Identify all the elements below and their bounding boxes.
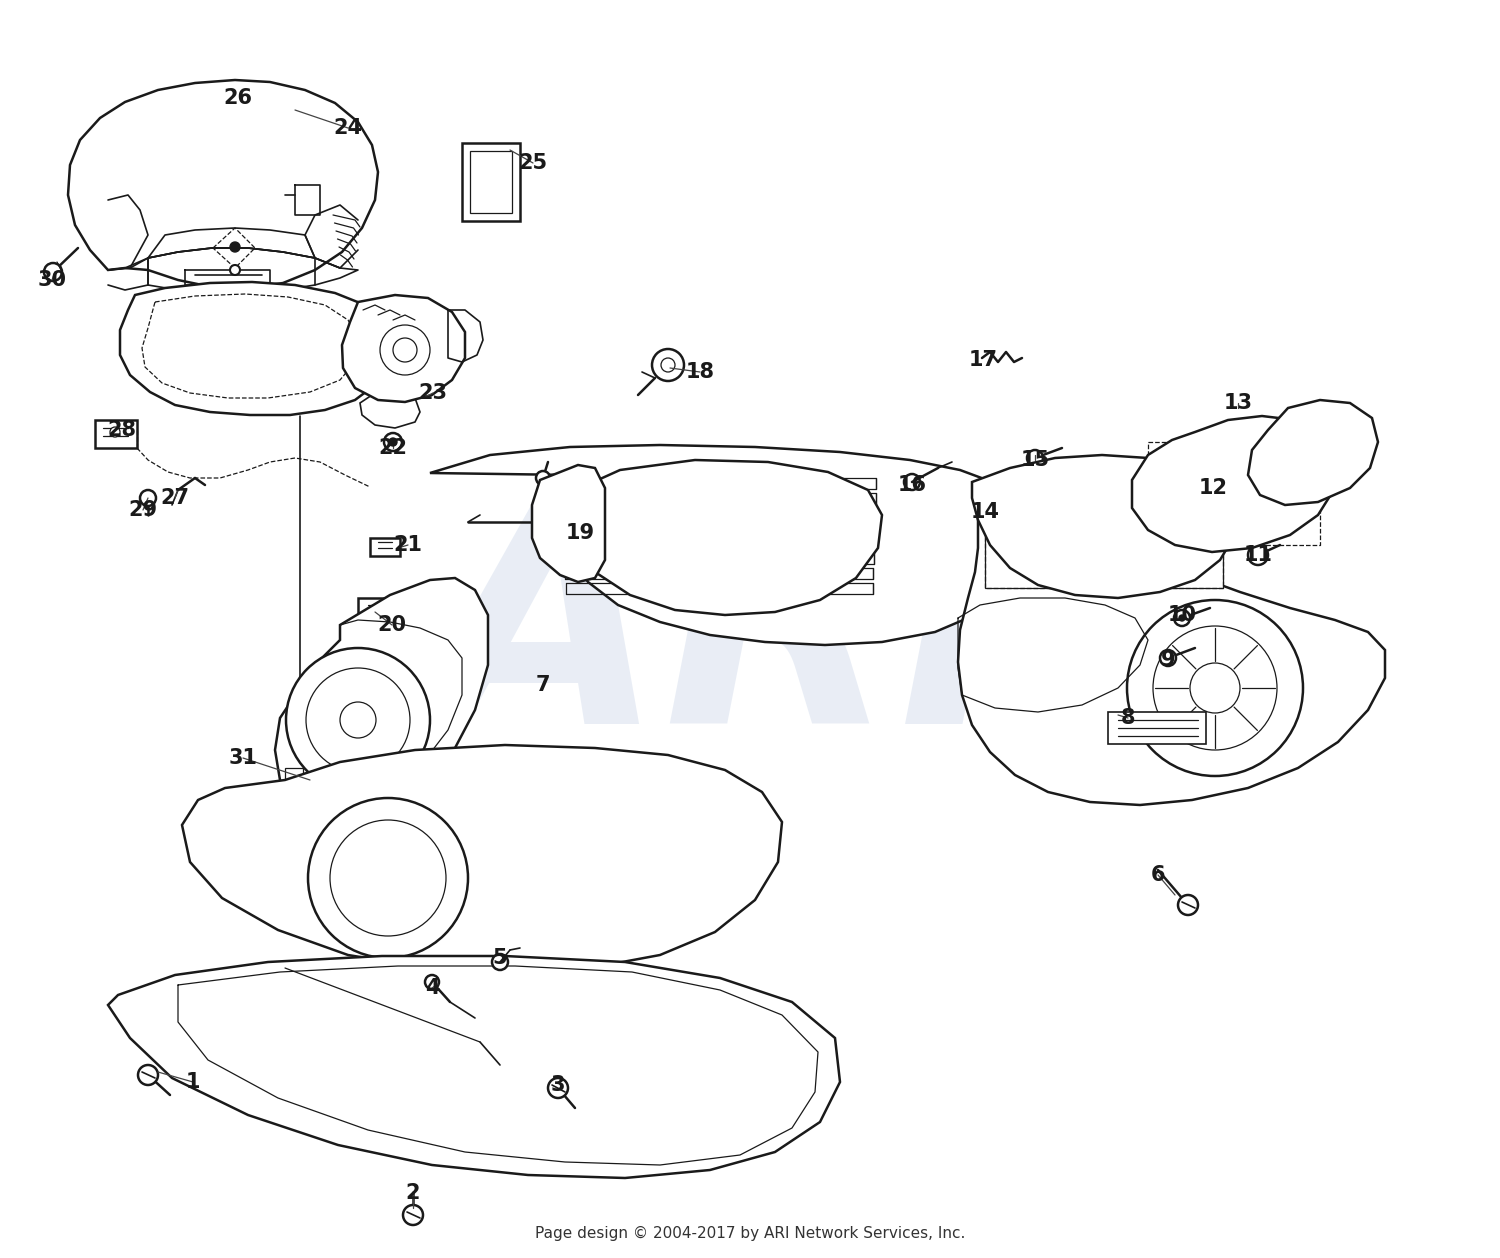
Text: 19: 19 [566, 523, 594, 543]
Circle shape [662, 359, 675, 372]
Circle shape [306, 668, 410, 772]
Bar [370, 538, 400, 556]
Text: 6: 6 [1150, 866, 1166, 884]
Circle shape [424, 975, 439, 989]
Circle shape [904, 474, 920, 491]
Circle shape [388, 438, 398, 447]
Polygon shape [274, 577, 488, 810]
Circle shape [384, 433, 402, 452]
Text: 31: 31 [228, 749, 258, 767]
Bar [358, 598, 401, 630]
Polygon shape [532, 465, 604, 582]
Polygon shape [360, 392, 420, 428]
Circle shape [1154, 626, 1276, 750]
Bar [285, 767, 303, 800]
Text: 5: 5 [492, 949, 507, 967]
Text: 22: 22 [378, 438, 408, 458]
Polygon shape [1248, 400, 1378, 504]
Text: 29: 29 [129, 499, 158, 520]
Text: 14: 14 [970, 502, 999, 522]
Text: 7: 7 [536, 676, 550, 694]
Polygon shape [342, 294, 465, 403]
Circle shape [1174, 610, 1190, 626]
Text: 11: 11 [1244, 545, 1272, 565]
Circle shape [286, 648, 430, 793]
Polygon shape [558, 460, 882, 615]
Text: 12: 12 [1198, 478, 1227, 498]
Circle shape [230, 242, 240, 252]
Polygon shape [1132, 416, 1338, 552]
Circle shape [230, 265, 240, 276]
Polygon shape [430, 445, 1030, 645]
Polygon shape [182, 745, 782, 972]
Text: 26: 26 [224, 88, 252, 108]
Polygon shape [472, 1008, 528, 1045]
Circle shape [140, 491, 156, 506]
Circle shape [1028, 450, 1042, 465]
Circle shape [652, 348, 684, 381]
Text: 17: 17 [969, 350, 998, 370]
Polygon shape [209, 1003, 258, 1038]
Text: 13: 13 [1224, 392, 1252, 413]
Text: 4: 4 [424, 977, 439, 998]
Text: 20: 20 [378, 615, 406, 635]
Circle shape [492, 954, 508, 970]
Circle shape [564, 515, 580, 530]
Polygon shape [958, 483, 1384, 805]
Circle shape [1248, 545, 1268, 565]
Circle shape [1178, 894, 1198, 915]
Polygon shape [68, 81, 378, 288]
Circle shape [1190, 663, 1240, 713]
Bar [94, 420, 136, 448]
Circle shape [138, 1066, 158, 1084]
Text: 9: 9 [1161, 650, 1176, 671]
Circle shape [393, 338, 417, 362]
Polygon shape [448, 928, 498, 959]
Bar [470, 151, 512, 213]
Text: 27: 27 [160, 488, 189, 508]
Text: ARI: ARI [427, 492, 1012, 789]
Text: 24: 24 [333, 118, 363, 138]
Polygon shape [108, 956, 840, 1177]
Circle shape [536, 470, 550, 486]
Polygon shape [236, 860, 282, 899]
Circle shape [330, 820, 446, 936]
Bar [986, 488, 1222, 587]
Circle shape [1160, 650, 1176, 665]
Circle shape [340, 702, 376, 738]
Bar [1108, 712, 1206, 743]
Circle shape [380, 325, 430, 375]
Circle shape [404, 1205, 423, 1225]
Polygon shape [972, 455, 1234, 598]
Text: Page design © 2004-2017 by ARI Network Services, Inc.: Page design © 2004-2017 by ARI Network S… [536, 1225, 964, 1240]
Bar [462, 143, 520, 221]
Text: 23: 23 [419, 382, 447, 403]
Circle shape [308, 798, 468, 959]
Text: 30: 30 [38, 270, 66, 291]
Text: 15: 15 [1020, 450, 1050, 470]
Circle shape [44, 263, 62, 281]
Text: 8: 8 [1120, 708, 1136, 728]
Circle shape [1126, 600, 1304, 776]
Text: 2: 2 [405, 1183, 420, 1203]
Text: 18: 18 [686, 362, 714, 382]
Polygon shape [120, 282, 390, 415]
Circle shape [110, 426, 120, 437]
Text: 16: 16 [897, 476, 927, 494]
Text: 21: 21 [393, 535, 423, 555]
Circle shape [1179, 615, 1185, 621]
Text: 3: 3 [550, 1076, 566, 1094]
Text: 28: 28 [108, 420, 136, 440]
Text: 1: 1 [186, 1072, 201, 1092]
Text: 10: 10 [1167, 605, 1197, 625]
Text: 25: 25 [519, 153, 548, 174]
Circle shape [548, 1078, 568, 1098]
